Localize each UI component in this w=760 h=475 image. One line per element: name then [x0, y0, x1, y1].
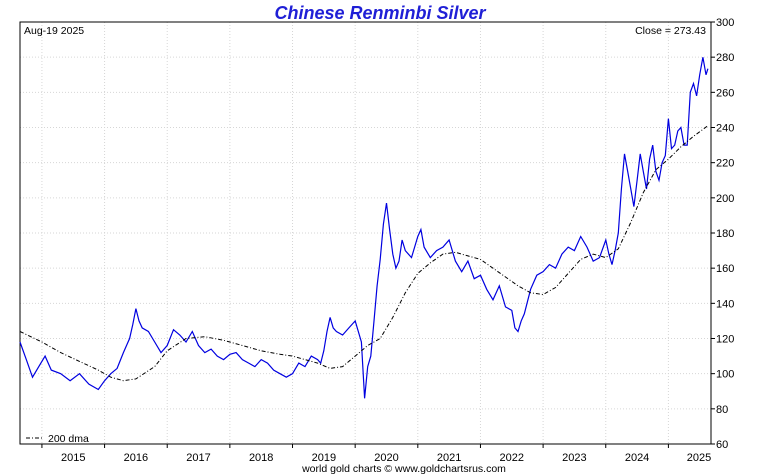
x-axis: 2015 2016 2017 2018 2019 2020 2021 2022 2023 2024… [41, 444, 711, 464]
y-tick-label: 180 [716, 228, 734, 240]
y-tick-label: 300 [716, 17, 734, 29]
series-line-price [19, 57, 709, 399]
y-tick-label: 120 [716, 334, 734, 346]
y-tick-label: 100 [716, 369, 734, 381]
y-axis: 60 80 100 120 140 160 180 200 220 240 260 280 300 [711, 17, 734, 451]
close-label: Close = 273.43 [635, 25, 706, 37]
x-tick-label: 2023 [562, 452, 586, 464]
x-tick-label: 2016 [124, 452, 148, 464]
x-tick-label: 2019 [312, 452, 336, 464]
date-label: Aug-19 2025 [24, 25, 84, 37]
x-tick-label: 2015 [61, 452, 85, 464]
legend: 200 dma [26, 433, 89, 445]
legend-label-200-dma: 200 dma [48, 433, 89, 445]
series-layer [19, 57, 709, 399]
chart-title: Chinese Renminbi Silver [274, 3, 486, 23]
y-tick-label: 140 [716, 298, 734, 310]
y-tick-label: 80 [716, 404, 728, 416]
grid-layer [20, 22, 711, 444]
x-tick-label: 2024 [625, 452, 649, 464]
y-tick-label: 280 [716, 52, 734, 64]
y-tick-label: 200 [716, 193, 734, 205]
x-tick-label: 2022 [500, 452, 524, 464]
x-tick-label: 2021 [437, 452, 461, 464]
x-tick-label: 2018 [249, 452, 273, 464]
y-tick-label: 220 [716, 158, 734, 170]
y-tick-label: 60 [716, 439, 728, 451]
x-tick-label: 2017 [186, 452, 210, 464]
x-tick-label: 2025 [687, 452, 711, 464]
y-tick-label: 260 [716, 87, 734, 99]
footer-credit: world gold charts © www.goldchartsrus.co… [301, 463, 506, 475]
x-tick-label: 2020 [374, 452, 398, 464]
series-line-200-dma [19, 125, 709, 382]
y-tick-label: 240 [716, 123, 734, 135]
y-tick-label: 160 [716, 263, 734, 275]
